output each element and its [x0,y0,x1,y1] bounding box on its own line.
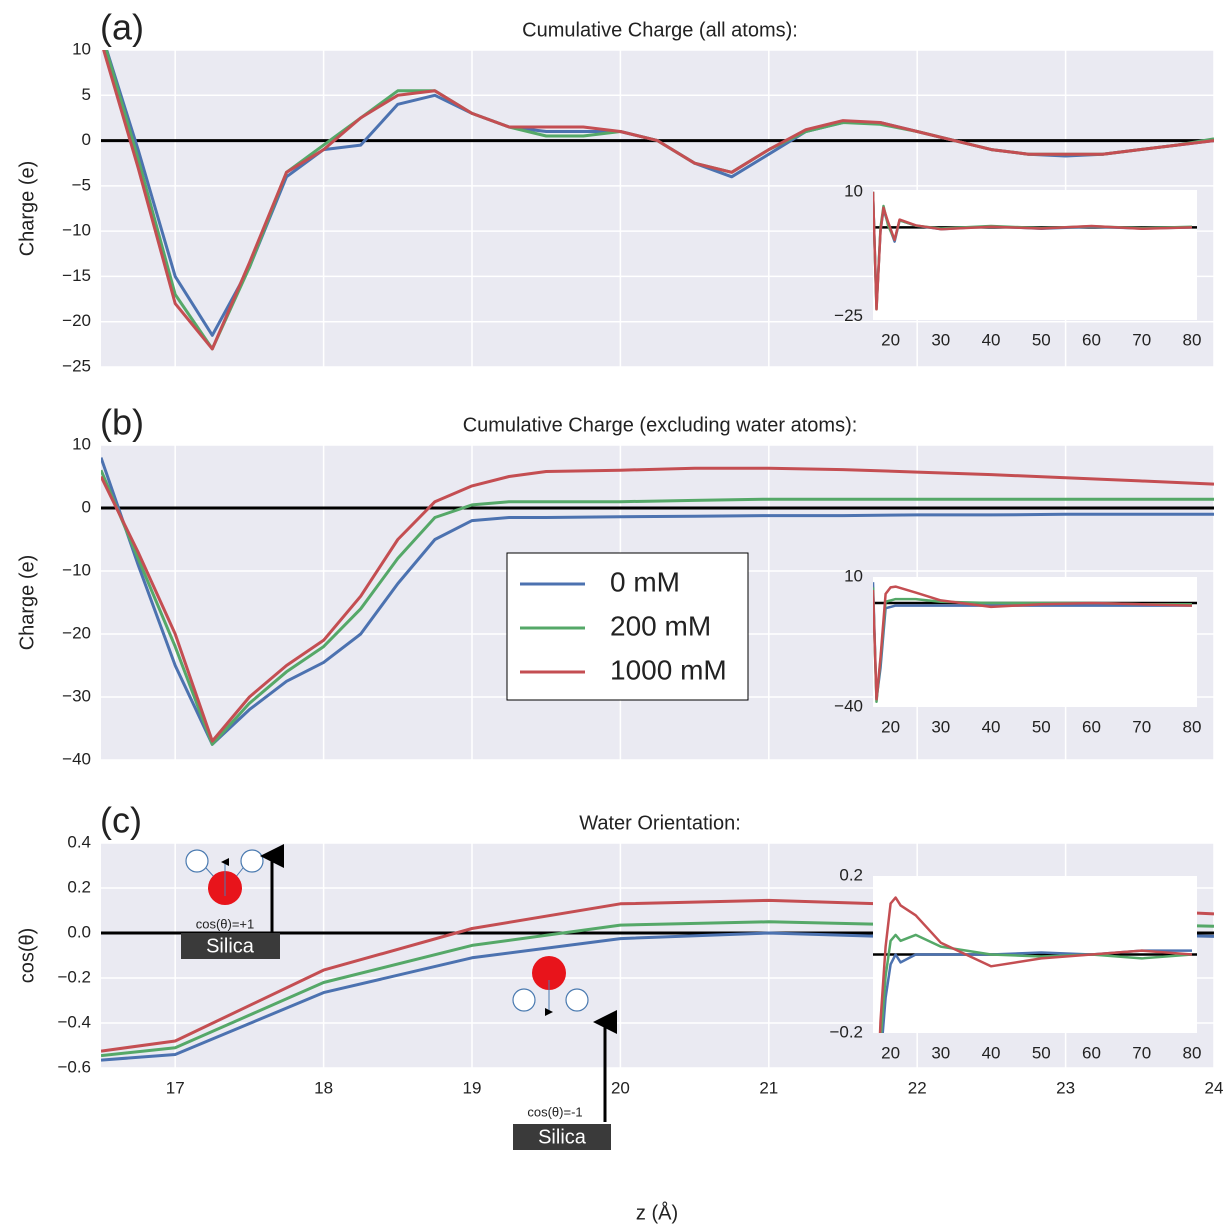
y-axis-label: Charge (e) [16,161,38,257]
y-tick-label: 0.4 [67,832,91,851]
series-line [878,896,1193,1033]
x-tick-label: 20 [881,1043,900,1062]
x-tick-label: 70 [1132,717,1151,736]
x-tick-label: 20 [881,330,900,349]
x-tick-label: 17 [166,1078,185,1097]
x-tick-label: 30 [931,1043,950,1062]
hydrogen [565,988,589,1012]
x-tick-label: 50 [1032,717,1051,736]
y-tick-label: −20 [62,311,91,330]
y-tick-label: −10 [62,560,91,579]
y-tick-label: −0.4 [57,1012,91,1031]
oxygen [532,956,566,990]
y-tick-label: −5 [72,175,91,194]
y-tick-label: −40 [62,749,91,768]
silica-block [513,1124,611,1150]
hydrogen [240,849,264,873]
y-tick-label: 0.2 [839,865,863,884]
panel-title: Water Orientation: [579,812,741,834]
x-tick-label: 30 [931,717,950,736]
y-tick-label: −0.2 [829,1022,863,1041]
x-axis-label: z (Å) [636,1201,678,1224]
y-tick-label: −15 [62,266,91,285]
x-tick-label: 50 [1032,1043,1051,1062]
x-tick-label: 80 [1183,717,1202,736]
y-tick-label: −25 [62,356,91,375]
y-tick-label: −10 [62,221,91,240]
y-tick-label: −0.2 [57,967,91,986]
y-tick-label: 10 [844,566,863,585]
y-tick-label: 10 [844,181,863,200]
x-tick-label: 22 [908,1078,927,1097]
x-tick-label: 23 [1056,1078,1075,1097]
series-line [873,585,1193,701]
x-tick-label: 19 [463,1078,482,1097]
y-tick-label: −30 [62,686,91,705]
panel-label: (b) [100,402,144,443]
y-tick-label: −20 [62,623,91,642]
hydrogen [512,988,536,1012]
annotation: cos(θ)=+1 [196,916,255,931]
y-tick-label: 0 [82,497,91,516]
x-tick-label: 18 [314,1078,333,1097]
legend-label: 1000 mM [610,654,727,685]
y-axis-label: Charge (e) [16,555,38,651]
x-tick-label: 40 [982,330,1001,349]
inset-area [873,190,1197,320]
x-tick-label: 40 [982,1043,1001,1062]
y-tick-label: 0.0 [67,922,91,941]
series-line [873,191,1193,311]
x-tick-label: 60 [1082,717,1101,736]
series-line [101,457,1214,746]
panel-title: Cumulative Charge (all atoms): [522,19,798,41]
annotation: Silica [206,935,255,957]
y-tick-label: 10 [72,39,91,58]
series-line [101,469,1214,746]
y-tick-label: 10 [72,434,91,453]
x-tick-label: 40 [982,717,1001,736]
series-line [102,50,1214,351]
legend-label: 200 mM [610,610,711,641]
inset-area [873,577,1197,707]
x-tick-label: 70 [1132,330,1151,349]
x-tick-label: 80 [1183,330,1202,349]
x-tick-label: 20 [881,717,900,736]
x-tick-label: 60 [1082,330,1101,349]
legend-label: 0 mM [610,566,680,597]
y-tick-label: −25 [834,306,863,325]
x-tick-label: 21 [759,1078,778,1097]
y-tick-label: −0.6 [57,1057,91,1076]
y-tick-label: −40 [834,696,863,715]
x-tick-label: 70 [1132,1043,1151,1062]
annotation: Silica [538,1126,587,1148]
hydrogen [185,849,209,873]
x-tick-label: 80 [1183,1043,1202,1062]
y-tick-label: 5 [82,85,91,104]
x-tick-label: 30 [931,330,950,349]
panel-title: Cumulative Charge (excluding water atoms… [463,414,858,436]
annotation: cos(θ)=-1 [527,1104,582,1119]
series-line [101,466,1214,743]
y-tick-label: 0.2 [67,877,91,896]
silica-block [181,933,280,959]
panel-label: (c) [100,800,142,841]
y-axis-label: cos(θ) [16,928,38,984]
x-tick-label: 60 [1082,1043,1101,1062]
x-tick-label: 24 [1205,1078,1224,1097]
y-tick-label: 0 [82,130,91,149]
x-tick-label: 20 [611,1078,630,1097]
panel-label: (a) [100,7,144,48]
x-tick-label: 50 [1032,330,1051,349]
